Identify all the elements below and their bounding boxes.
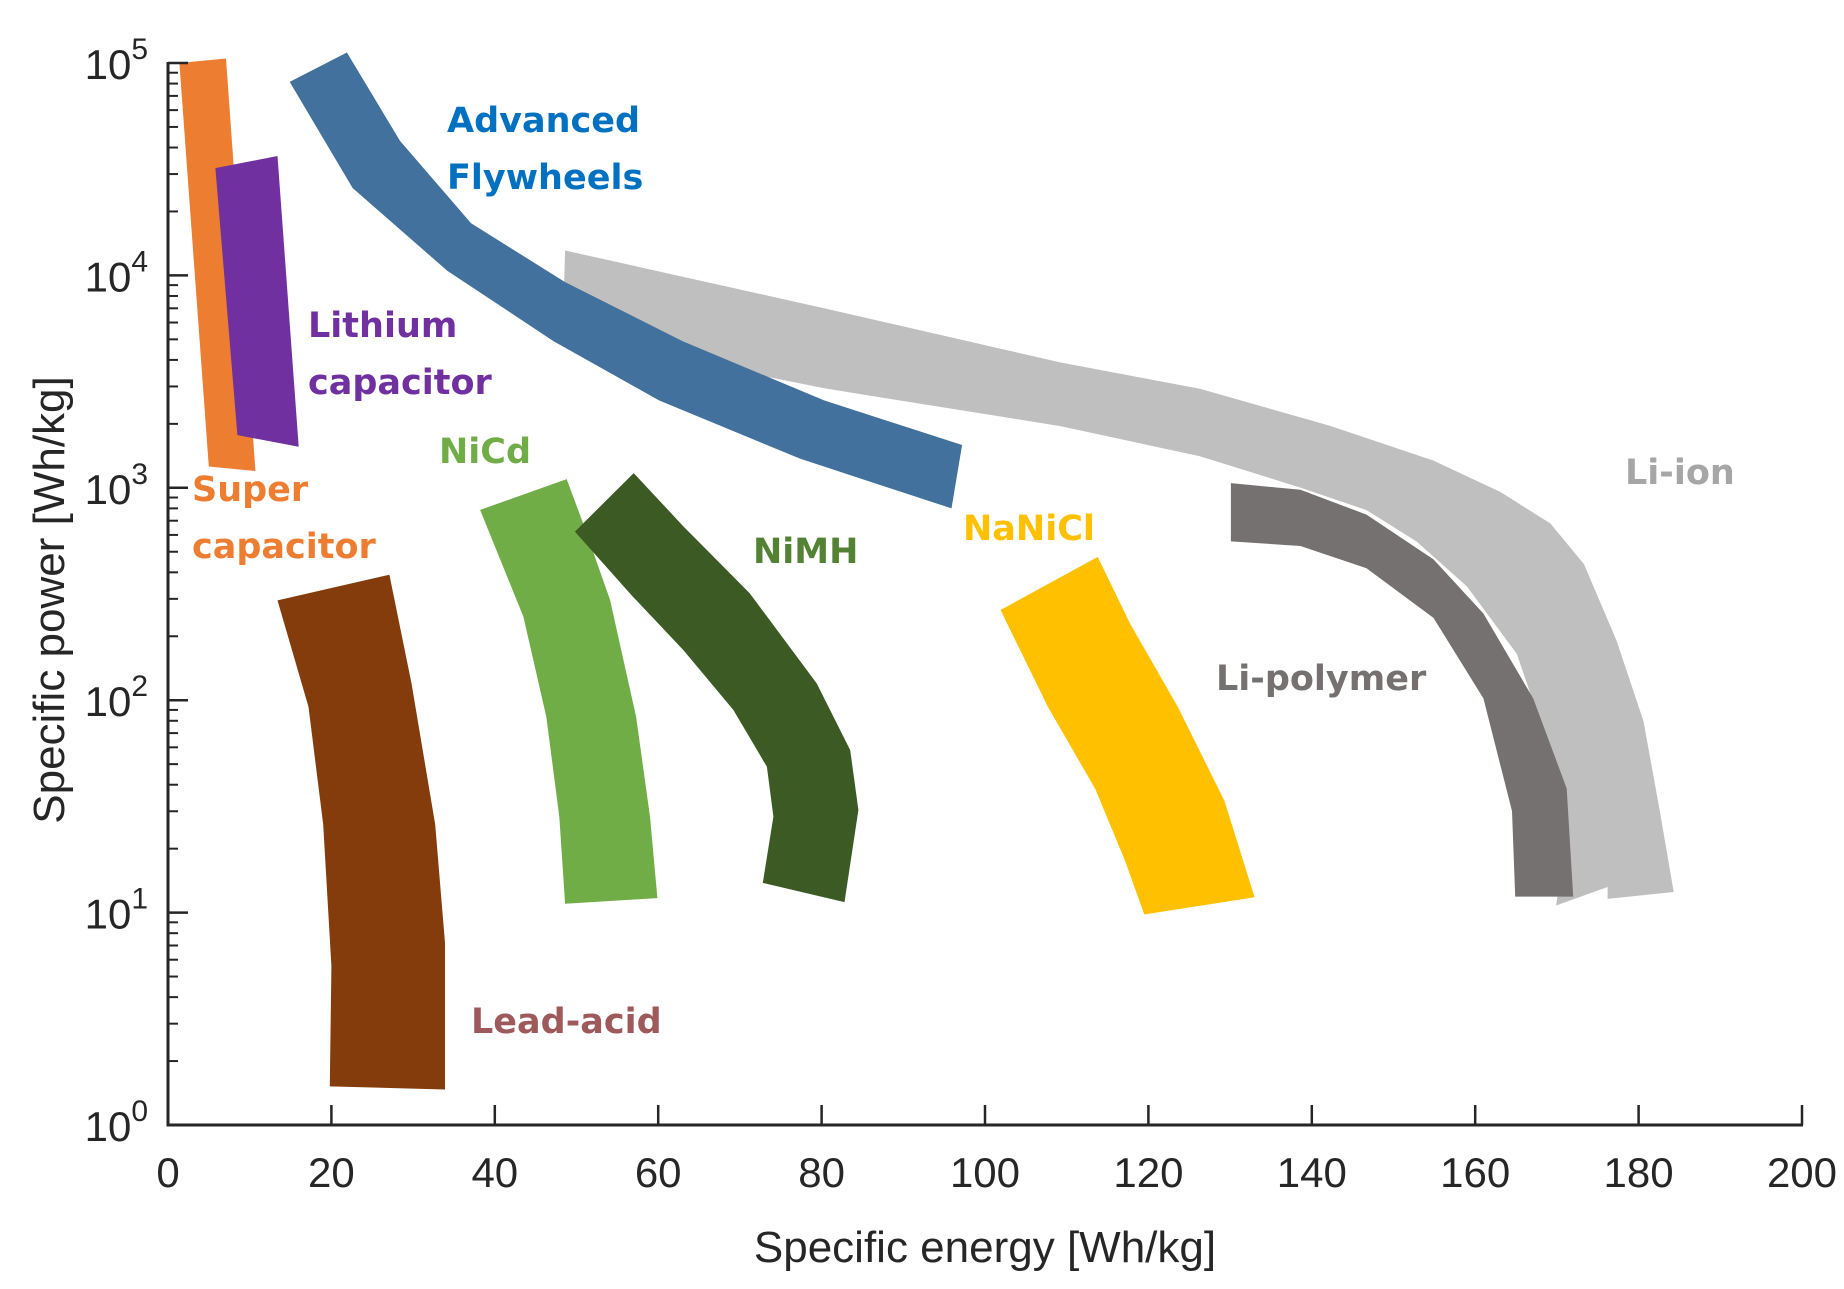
y-tick-label: 102 bbox=[85, 670, 148, 725]
region-lithium-capacitor bbox=[215, 156, 299, 447]
region-nimh bbox=[574, 473, 859, 903]
y-axis-title: Specific power [Wh/kg] bbox=[25, 376, 74, 824]
x-axis-title: Specific energy [Wh/kg] bbox=[754, 1223, 1216, 1272]
y-tick-exponent: 2 bbox=[131, 670, 148, 703]
y-tick-label: 101 bbox=[85, 883, 148, 938]
label-li-polymer: Li-polymer bbox=[1216, 659, 1427, 699]
label-lead-acid: Lead-acid bbox=[471, 1002, 662, 1042]
y-tick-base: 10 bbox=[85, 1103, 132, 1150]
x-tick-label: 0 bbox=[156, 1149, 179, 1196]
region-nanicl bbox=[1000, 556, 1255, 915]
y-tick-exponent: 4 bbox=[131, 245, 148, 278]
regions-layer bbox=[179, 52, 1674, 1090]
label-lithium-capacitor-line-1: Lithium bbox=[308, 306, 457, 346]
label-advanced-flywheels-line-1: Advanced bbox=[447, 101, 640, 141]
label-nanicl: NaNiCl bbox=[963, 509, 1095, 549]
region-li-polymer bbox=[1230, 483, 1574, 897]
region-nicd bbox=[480, 479, 658, 904]
region-advanced-flywheels bbox=[289, 52, 963, 509]
y-tick-exponent: 3 bbox=[131, 458, 148, 491]
y-tick-exponent: 5 bbox=[131, 33, 148, 66]
y-tick-base: 10 bbox=[85, 678, 132, 725]
axes-layer: 0 20 40 60 80 100 120 140 160 180 2001001011021031… bbox=[85, 33, 1837, 1196]
x-tick-label: 100 bbox=[950, 1149, 1020, 1196]
label-advanced-flywheels-line-2: Flywheels bbox=[447, 158, 643, 198]
label-lithium-capacitor-line-2: capacitor bbox=[308, 363, 493, 403]
label-nimh: NiMH bbox=[753, 532, 858, 572]
region-labels-layer: Li-ion Li-polymer Advanced Flywheels Super ca… bbox=[192, 101, 1735, 1042]
region-li-ion bbox=[562, 250, 1674, 906]
label-super-capacitor-line-1: Super bbox=[192, 470, 309, 510]
x-tick-label: 200 bbox=[1767, 1149, 1837, 1196]
y-tick-base: 10 bbox=[85, 891, 132, 938]
x-tick-label: 40 bbox=[471, 1149, 518, 1196]
x-tick-label: 80 bbox=[798, 1149, 845, 1196]
y-tick-label: 100 bbox=[85, 1095, 148, 1150]
y-tick-base: 10 bbox=[85, 41, 132, 88]
label-nicd: NiCd bbox=[439, 432, 531, 472]
y-tick-exponent: 1 bbox=[131, 883, 148, 916]
label-li-ion: Li-ion bbox=[1625, 453, 1735, 493]
x-tick-label: 120 bbox=[1113, 1149, 1183, 1196]
y-tick-base: 10 bbox=[85, 253, 132, 300]
x-tick-label: 60 bbox=[635, 1149, 682, 1196]
x-tick-label: 140 bbox=[1277, 1149, 1347, 1196]
x-tick-label: 160 bbox=[1440, 1149, 1510, 1196]
x-tick-label: 180 bbox=[1604, 1149, 1674, 1196]
y-tick-label: 105 bbox=[85, 33, 148, 88]
label-super-capacitor-line-2: capacitor bbox=[192, 527, 377, 567]
y-tick-exponent: 0 bbox=[131, 1095, 148, 1128]
x-tick-label: 20 bbox=[308, 1149, 355, 1196]
region-lead-acid bbox=[277, 574, 445, 1090]
y-tick-base: 10 bbox=[85, 466, 132, 513]
y-tick-label: 104 bbox=[85, 245, 148, 300]
y-tick-label: 103 bbox=[85, 458, 148, 513]
